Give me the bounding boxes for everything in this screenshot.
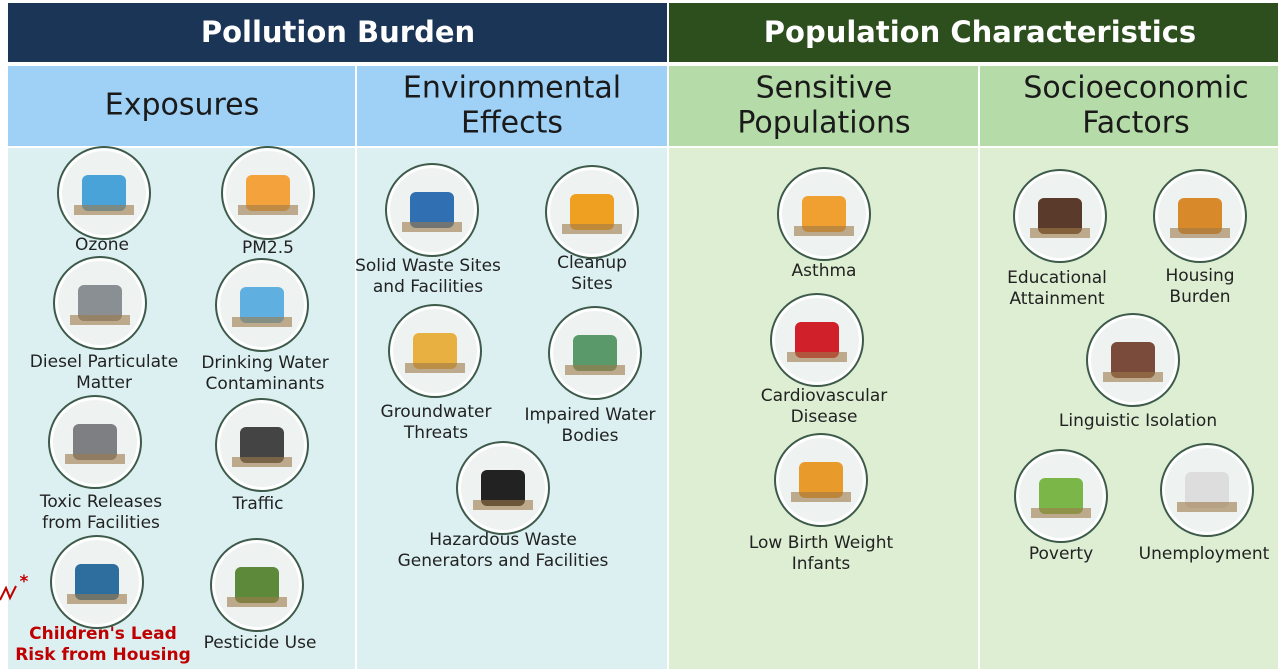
item-label: Cardiovascular: [761, 386, 887, 406]
icon-glyph: [65, 454, 125, 464]
icon-glyph: [405, 363, 465, 373]
icon-glyph: [1031, 508, 1091, 518]
item-label: Linguistic Isolation: [1059, 411, 1217, 431]
icon-glyph: [1103, 372, 1163, 382]
item-label: Children's Lead: [29, 624, 177, 644]
header-title: Pollution Burden: [201, 15, 475, 49]
item-marker: *: [20, 572, 29, 592]
column-title: Socioeconomic: [1023, 71, 1248, 106]
icon-glyph: [1177, 502, 1237, 512]
item-label: Matter: [76, 373, 132, 393]
icon-glyph: [787, 352, 847, 362]
item-label: Groundwater: [381, 402, 492, 422]
item-label: Hazardous Waste: [429, 530, 577, 550]
icon-glyph: [1030, 228, 1090, 238]
item-label: Cleanup: [557, 253, 627, 273]
item-label: Asthma: [792, 261, 857, 281]
column-title: Effects: [461, 106, 563, 141]
item-label: Generators and Facilities: [398, 551, 609, 571]
item-label: Unemployment: [1139, 544, 1270, 564]
icon-glyph: [232, 457, 292, 467]
item-label: Housing: [1165, 266, 1234, 286]
column-title: Environmental: [403, 71, 621, 106]
item-label: Educational: [1007, 268, 1107, 288]
item-label: Disease: [791, 407, 858, 427]
icon-glyph: [238, 205, 298, 215]
item-label: Attainment: [1009, 289, 1104, 309]
item-label: Impaired Water: [524, 405, 655, 425]
icon-glyph: [1170, 228, 1230, 238]
icon-glyph: [67, 594, 127, 604]
item-label: Solid Waste Sites: [355, 256, 501, 276]
icon-glyph: [232, 317, 292, 327]
item-label: Diesel Particulate: [30, 352, 178, 372]
item-label: Pesticide Use: [204, 633, 317, 653]
icon-glyph: [562, 224, 622, 234]
item-label: Sites: [571, 274, 613, 294]
icon-glyph: [74, 205, 134, 215]
icon-glyph: [791, 492, 851, 502]
column-title: Sensitive: [756, 71, 893, 106]
item-label: from Facilities: [42, 513, 160, 533]
item-label: Drinking Water: [201, 353, 328, 373]
item-label: Toxic Releases: [39, 492, 162, 512]
item-label: Bodies: [562, 426, 619, 446]
item-label: Risk from Housing: [15, 645, 191, 665]
item-label: Contaminants: [206, 374, 325, 394]
item-label: Burden: [1169, 287, 1230, 307]
item-label: and Facilities: [373, 277, 483, 297]
item-label: PM2.5: [242, 238, 294, 258]
item-label: Low Birth Weight: [749, 533, 894, 553]
icon-glyph: [473, 500, 533, 510]
header-title: Population Characteristics: [764, 15, 1196, 49]
infographic: Pollution Burden Population Characterist…: [0, 0, 1278, 669]
item-label: Poverty: [1029, 544, 1093, 564]
column-title: Factors: [1082, 106, 1189, 141]
icon-glyph: [227, 597, 287, 607]
column-title: Exposures: [105, 88, 260, 123]
icon-glyph: [402, 222, 462, 232]
item-label: Traffic: [231, 494, 283, 514]
icon-glyph: [70, 315, 130, 325]
column-title: Populations: [737, 106, 910, 141]
item-label: Threats: [403, 423, 468, 443]
icon-glyph: [794, 226, 854, 236]
icon-glyph: [565, 365, 625, 375]
item-label: Infants: [792, 554, 851, 574]
item-label: Ozone: [75, 235, 129, 255]
